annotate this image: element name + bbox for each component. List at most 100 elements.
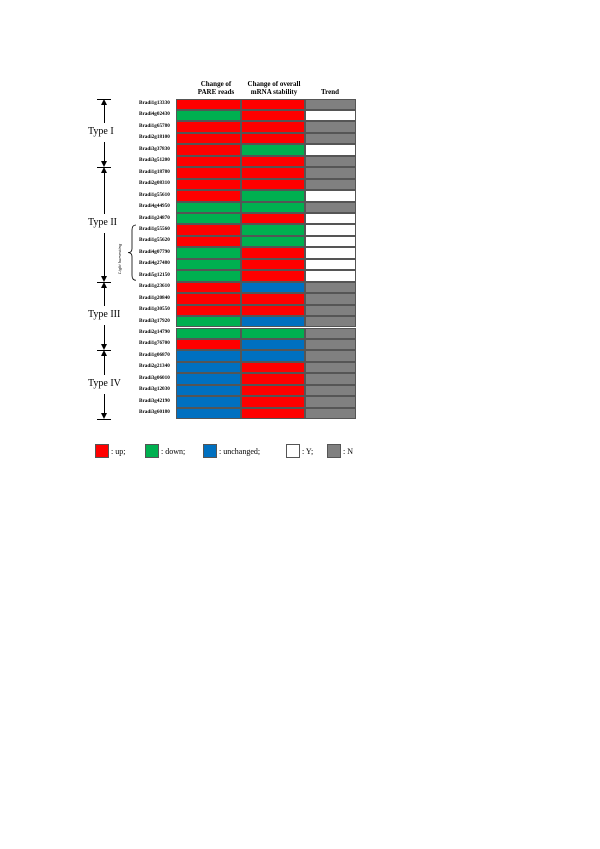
group-arrow-down	[101, 161, 107, 168]
gene-label: Bradi3g42190	[139, 397, 170, 404]
gene-label: Bradi1g24870	[139, 214, 170, 221]
group-line-upper	[104, 286, 105, 307]
heatmap-cell-pare	[176, 304, 241, 317]
heatmap-cell-stability	[241, 178, 305, 191]
group-arrow-up	[101, 98, 107, 105]
heatmap-cell-pare	[176, 258, 241, 271]
heatmap-cell-trend	[305, 270, 356, 282]
heatmap-cell-pare	[176, 293, 241, 305]
group-arrow-down	[101, 413, 107, 420]
group-arrow-up	[101, 167, 107, 174]
gene-label: Bradi3g06010	[139, 374, 170, 381]
gene-label: Bradi1g20840	[139, 294, 170, 301]
heatmap-cell-trend	[305, 361, 356, 374]
heatmap-cell-pare	[176, 190, 241, 202]
heatmap-cell-trend	[305, 109, 356, 122]
gene-label: Bradi2g18100	[139, 134, 170, 141]
heatmap-cell-pare	[176, 270, 241, 282]
gene-label: Bradi5g12150	[139, 271, 170, 278]
gene-label: Bradi1g23610	[139, 283, 170, 290]
heatmap-cell-pare	[176, 201, 241, 213]
legend-item-N: : N	[327, 443, 353, 459]
heatmap-cell-trend	[305, 407, 356, 420]
heatmap-cell-trend	[305, 178, 356, 191]
gene-label: Bradi3g51200	[139, 157, 170, 164]
type-label: Type II	[88, 217, 118, 229]
heatmap-cell-pare	[176, 407, 241, 420]
heatmap-cell-trend	[305, 224, 356, 236]
heatmap-cell-trend	[305, 304, 356, 317]
legend-item-unchanged: : unchanged;	[203, 443, 260, 459]
group-line-upper	[104, 355, 105, 375]
heatmap-cell-stability	[241, 190, 305, 202]
gene-label: Bradi1g55610	[139, 191, 170, 198]
heatmap-cell-stability	[241, 293, 305, 305]
bracket-brace	[127, 225, 137, 282]
column-header-pare: Change of PARE reads	[197, 80, 235, 96]
gene-label: Bradi4g02430	[139, 111, 170, 118]
heatmap-cell-stability	[241, 235, 305, 248]
group-line-upper	[104, 103, 105, 123]
heatmap-cell-trend	[305, 258, 356, 271]
gene-label: Bradi1g06870	[139, 351, 170, 358]
heatmap-cell-stability	[241, 213, 305, 225]
heatmap-cell-pare	[176, 178, 241, 191]
gene-label: Bradi1g55560	[139, 225, 170, 232]
gene-label: Bradi1g18780	[139, 168, 170, 175]
gene-label: Bradi3g60180	[139, 409, 170, 416]
heatmap-cell-pare	[176, 224, 241, 236]
legend-label: : Y;	[302, 446, 314, 456]
legend-swatch-N	[327, 444, 341, 458]
legend-swatch-unchanged	[203, 444, 217, 458]
heatmap-cell-stability	[241, 98, 305, 110]
legend-label: : up;	[111, 446, 126, 456]
heatmap-cell-pare	[176, 384, 241, 397]
heatmap-cell-trend	[305, 235, 356, 248]
group-tick-bottom	[97, 419, 111, 421]
heatmap-cell-trend	[305, 281, 356, 294]
heatmap-cell-stability	[241, 350, 305, 362]
heatmap-cell-stability	[241, 167, 305, 179]
heatmap-cell-stability	[241, 132, 305, 145]
gene-label: Bradi3g37830	[139, 145, 170, 152]
heatmap-cell-stability	[241, 201, 305, 213]
bracket-label: Light harvesting	[117, 243, 122, 275]
heatmap-cell-stability	[241, 361, 305, 374]
heatmap-cell-trend	[305, 338, 356, 351]
group-arrow-up	[101, 281, 107, 288]
gene-label: Bradi2g08310	[139, 180, 170, 187]
gene-label: Bradi3g17920	[139, 317, 170, 324]
heatmap-cell-trend	[305, 373, 356, 385]
gene-label: Bradi2g14790	[139, 329, 170, 335]
heatmap-cell-stability	[241, 338, 305, 351]
heatmap-cell-trend	[305, 98, 356, 110]
heatmap-cell-pare	[176, 167, 241, 179]
heatmap-cell-pare	[176, 281, 241, 294]
group-line-upper	[104, 172, 105, 215]
heatmap-cell-stability	[241, 121, 305, 133]
legend-swatch-Y	[286, 444, 300, 458]
heatmap-cell-stability	[241, 373, 305, 385]
gene-label: Bradi1g55620	[139, 237, 170, 244]
heatmap-cell-pare	[176, 396, 241, 408]
group-line-lower	[104, 233, 105, 276]
gene-label: Bradi2g21340	[139, 363, 170, 370]
group-arrow-up	[101, 350, 107, 357]
heatmap-cell-trend	[305, 132, 356, 145]
gene-label: Bradi4g07790	[139, 248, 170, 255]
heatmap-cell-stability	[241, 316, 305, 328]
heatmap-cell-stability	[241, 155, 305, 168]
heatmap-cell-pare	[176, 109, 241, 122]
group-arrow-down	[101, 344, 107, 351]
heatmap-cell-trend	[305, 350, 356, 362]
group-line-lower	[104, 393, 105, 414]
heatmap-cell-trend	[305, 121, 356, 133]
heatmap-cell-trend	[305, 155, 356, 168]
heatmap-cell-trend	[305, 247, 356, 259]
heatmap-cell-trend	[305, 384, 356, 397]
heatmap-cell-trend	[305, 293, 356, 305]
heatmap-cell-pare	[176, 235, 241, 248]
legend-item-down: : down;	[145, 443, 185, 459]
group-line-lower	[104, 325, 105, 345]
heatmap-cell-trend	[305, 144, 356, 156]
